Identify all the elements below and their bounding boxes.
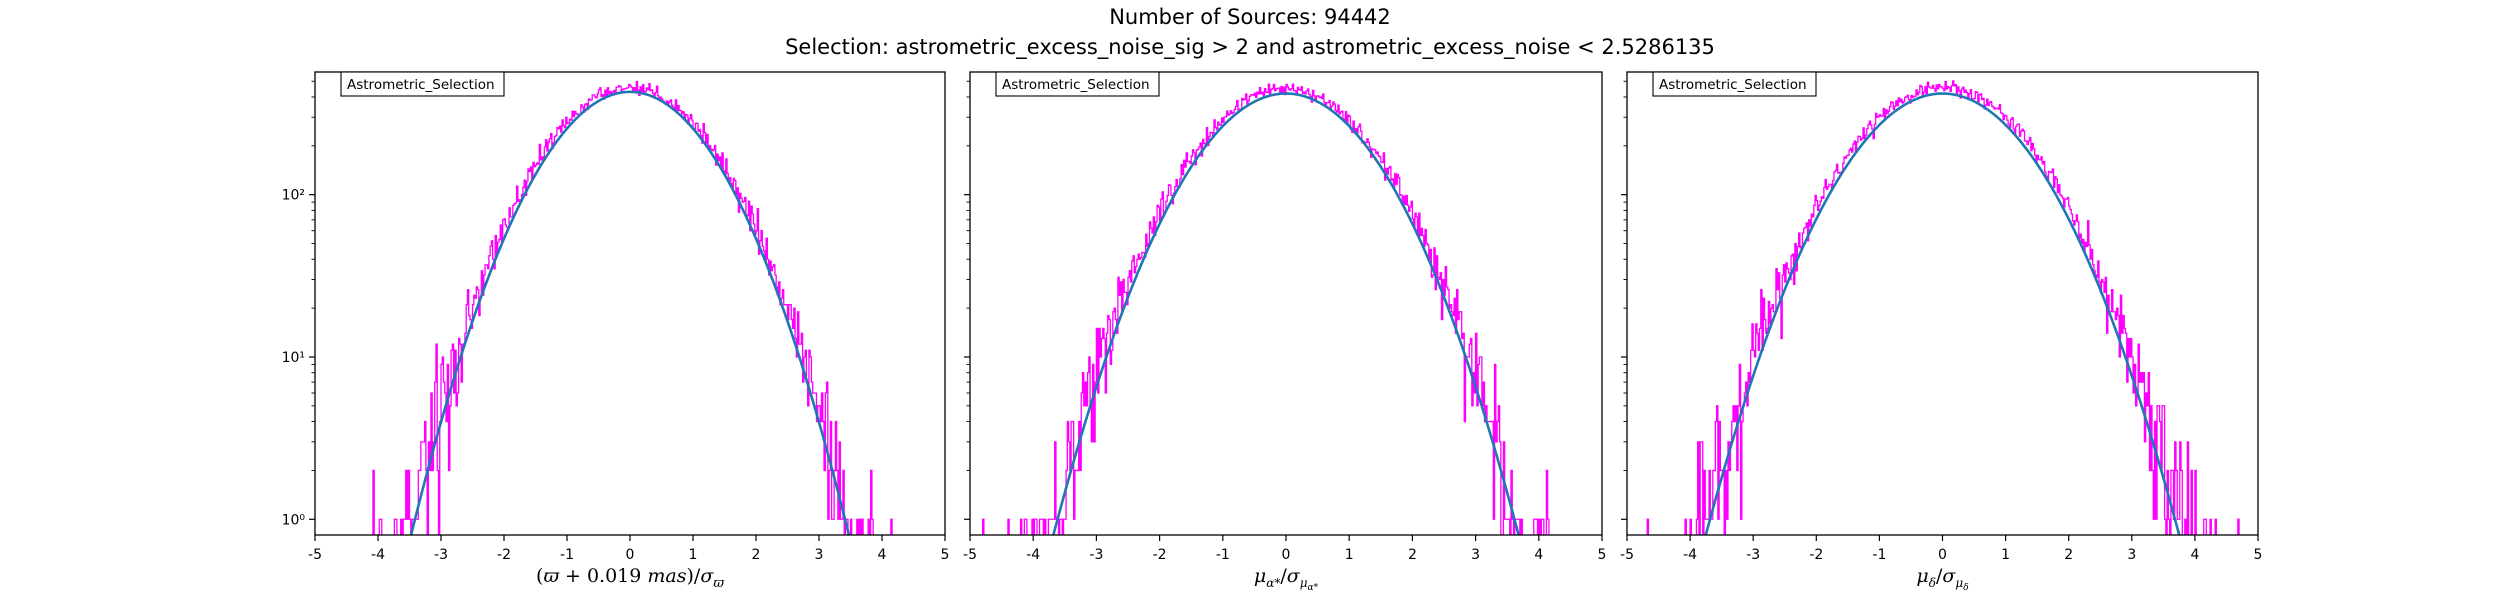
x-tick-label: -2: [1153, 547, 1167, 563]
x-tick-label: -2: [1809, 547, 1823, 563]
x-tick-label: -5: [308, 547, 322, 563]
x-tick-label: 2: [2064, 547, 2073, 563]
axes-frame: [969, 71, 1603, 536]
legend-box: [1652, 71, 1817, 97]
x-axis-label-parallax: (ϖ + 0.019 mas)/σϖ: [536, 565, 724, 591]
x-tick-label: -2: [497, 547, 511, 563]
y-tick-label: 10⁰: [282, 512, 306, 528]
figure-title-selection: Selection: astrometric_excess_noise_sig …: [785, 35, 1715, 59]
x-tick-label: 4: [1534, 547, 1543, 563]
x-tick-label: 5: [1598, 547, 1607, 563]
plot-area: [981, 83, 1550, 535]
x-tick-label: 4: [2190, 547, 2199, 563]
x-tick-label: 5: [941, 547, 950, 563]
x-tick-label: 2: [1408, 547, 1417, 563]
gaussian-fit-curve: [409, 90, 851, 535]
y-tick-label: 10¹: [282, 350, 305, 366]
x-tick-label: -5: [963, 547, 977, 563]
x-tick-label: 3: [1471, 547, 1480, 563]
legend-label: Astrometric_Selection: [1659, 77, 1807, 93]
plot-area: [372, 80, 893, 535]
gaussian-fit-curve: [1052, 92, 1520, 535]
legend-label: Astrometric_Selection: [1002, 77, 1150, 93]
x-tick-label: 0: [626, 547, 635, 563]
x-tick-label: -4: [1026, 547, 1040, 563]
x-tick-label: 0: [1282, 547, 1291, 563]
x-tick-label: -1: [1216, 547, 1230, 563]
x-tick-label: -1: [1872, 547, 1886, 563]
panel-3: -5 -4 -3 -2 -1 0 1 2 3 4 5 Astrometric_Selection: [1620, 71, 2263, 563]
legend-box: [340, 71, 505, 97]
x-tick-label: 0: [1938, 547, 1947, 563]
x-tick-label: -1: [560, 547, 574, 563]
gaussian-fit-curve: [1704, 92, 2181, 535]
figure-title-sources: Number of Sources: 94442: [1109, 5, 1391, 29]
x-tick-label: -3: [434, 547, 448, 563]
histogram-series: [981, 83, 1550, 535]
x-tick-label: -4: [371, 547, 385, 563]
x-tick-label: 1: [2001, 547, 2010, 563]
x-axis-label-pmdec: μδ/σμδ: [1916, 565, 1968, 593]
panel-1: -5 -4 -3 -2 -1 0 1 2 3 4 5 10⁰ 10¹ 10² Astrometric_Sel…: [282, 71, 950, 563]
x-tick-label: -5: [1620, 547, 1634, 563]
plot-area: [1646, 80, 2240, 535]
x-tick-label: 3: [2127, 547, 2136, 563]
panel-2: -5 -4 -3 -2 -1 0 1 2 3 4 5 Astrometric_Selection: [963, 71, 1607, 563]
x-axis-label-pmra: μα*/σμα*: [1254, 565, 1319, 593]
x-tick-label: 5: [2254, 547, 2263, 563]
x-tick-label: 1: [1345, 547, 1354, 563]
x-tick-label: 3: [815, 547, 824, 563]
x-tick-label: -3: [1089, 547, 1103, 563]
x-tick-label: -3: [1746, 547, 1760, 563]
histogram-series: [1646, 80, 2240, 535]
x-tick-label: 2: [752, 547, 761, 563]
x-tick-label: 1: [689, 547, 698, 563]
x-tick-label: 4: [878, 547, 887, 563]
legend-label: Astrometric_Selection: [347, 77, 495, 93]
histogram-series: [372, 80, 893, 535]
axes-frame: [1626, 71, 2259, 536]
legend-box: [995, 71, 1160, 97]
y-tick-label: 10²: [282, 188, 305, 204]
x-tick-label: -4: [1683, 547, 1697, 563]
axes-frame: [314, 71, 946, 536]
